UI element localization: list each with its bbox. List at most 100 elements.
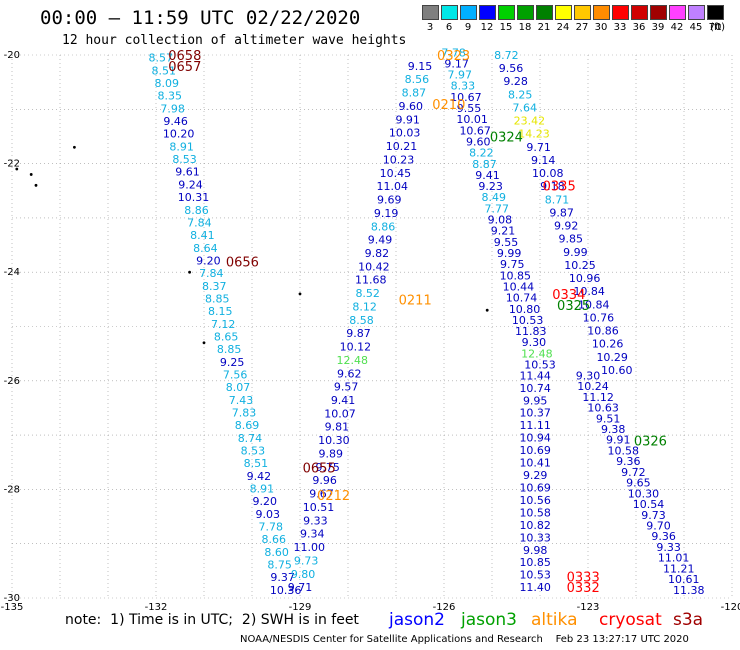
- swh-value: 9.29: [523, 469, 548, 482]
- swh-value: 9.28: [503, 75, 528, 88]
- swh-value: 8.91: [169, 140, 194, 153]
- swh-value: 9.19: [374, 207, 399, 220]
- swh-value: 10.21: [386, 140, 418, 153]
- swh-value: 7.78: [258, 521, 283, 534]
- swh-value: 9.33: [303, 514, 328, 527]
- swh-value: 10.53: [512, 314, 544, 327]
- swh-value: 10.03: [389, 127, 421, 140]
- swh-value: 8.71: [545, 193, 570, 206]
- swh-value: 11.68: [355, 274, 387, 287]
- legend-label: 3: [426, 22, 434, 33]
- mission-jason2: jason2: [389, 610, 445, 630]
- swh-value: 10.20: [163, 128, 195, 141]
- swh-value: 8.25: [508, 88, 533, 101]
- lat-tick-label: -26: [4, 376, 20, 387]
- time-label: 0212: [317, 489, 350, 504]
- swh-value: 10.82: [519, 519, 551, 532]
- swh-value: 8.64: [193, 242, 218, 255]
- legend-swatch: [460, 5, 477, 20]
- legend-label: 15: [499, 22, 513, 33]
- swh-value: 9.42: [247, 470, 272, 483]
- swh-value: 9.91: [606, 434, 631, 447]
- legend-label: 30: [594, 22, 608, 33]
- lon-tick-label: -123: [577, 602, 600, 613]
- swh-value: 8.72: [494, 49, 519, 62]
- lat-tick-label: -24: [4, 267, 20, 278]
- swh-value: 10.12: [340, 341, 372, 354]
- swh-value: 8.51: [152, 64, 177, 77]
- swh-value: 10.53: [519, 569, 551, 582]
- swh-value: 9.72: [621, 466, 646, 479]
- legend-label: 45: [689, 22, 703, 33]
- swh-value: 10.30: [318, 434, 350, 447]
- swh-value: 8.37: [202, 280, 227, 293]
- swh-value: 9.55: [494, 236, 519, 249]
- mission-s3a: s3a: [673, 610, 704, 630]
- time-label: 0333: [567, 570, 600, 585]
- swh-value: 10.41: [519, 457, 551, 470]
- swh-value: 11.01: [658, 552, 690, 565]
- footer-note: note: 1) Time is in UTC; 2) SWH is in fe…: [65, 612, 359, 628]
- mission-altika: altika: [531, 610, 578, 630]
- legend-label: 36: [632, 22, 646, 33]
- swh-value: 11.83: [515, 325, 547, 338]
- island-marker: [202, 341, 206, 345]
- legend-label: 42: [670, 22, 684, 33]
- swh-value: 10.42: [358, 260, 390, 273]
- swh-value: 8.15: [208, 305, 233, 318]
- time-label: 0656: [226, 255, 259, 270]
- swh-value: 7.83: [232, 406, 257, 419]
- legend-swatch: [612, 5, 629, 20]
- swh-value: 12.48: [521, 347, 553, 360]
- swh-value: 9.24: [178, 178, 203, 191]
- time-label: 0334: [552, 288, 585, 303]
- swh-value: 10.56: [519, 494, 551, 507]
- swh-value: 10.36: [270, 584, 302, 597]
- legend-label: 18: [518, 22, 532, 33]
- swh-value: 10.08: [532, 167, 564, 180]
- swh-value: 9.62: [337, 367, 362, 380]
- legend-swatch: [536, 5, 553, 20]
- swh-value: 8.60: [264, 546, 289, 559]
- swh-value: 10.69: [519, 481, 551, 494]
- swh-value: 7.12: [211, 318, 236, 331]
- swh-value: 9.75: [500, 258, 525, 271]
- swh-value: 9.71: [526, 141, 551, 154]
- swh-value: 9.73: [294, 554, 319, 567]
- swh-value: 9.91: [395, 113, 420, 126]
- swh-value: 9.55: [457, 102, 482, 115]
- swh-value: 9.61: [175, 166, 200, 179]
- swh-value: 10.26: [592, 338, 624, 351]
- swh-value: 9.33: [656, 541, 681, 554]
- swh-value: 9.46: [163, 115, 188, 128]
- swh-value: 10.30: [628, 487, 660, 500]
- time-label: 0210: [432, 98, 465, 113]
- swh-value: 9.49: [368, 234, 393, 247]
- swh-value: 11.12: [582, 391, 614, 404]
- swh-value: 10.67: [450, 91, 482, 104]
- swh-value: 10.24: [577, 380, 609, 393]
- mission-cryosat: cryosat: [599, 610, 662, 630]
- lon-tick-label: -126: [433, 602, 456, 613]
- time-label: 0325: [557, 299, 590, 314]
- swh-value: 9.23: [478, 180, 503, 193]
- swh-value: 8.53: [172, 153, 197, 166]
- island-marker: [485, 308, 489, 312]
- swh-value: 8.56: [405, 73, 430, 86]
- lat-tick-label: -22: [4, 159, 20, 170]
- swh-value: 10.51: [303, 501, 335, 514]
- swh-value: 10.54: [633, 498, 665, 511]
- swh-value: 7.97: [448, 69, 473, 82]
- swh-value: 7.64: [513, 101, 538, 114]
- swh-value: 23.42: [514, 115, 546, 128]
- legend-label: 70: [708, 22, 722, 33]
- time-label: 0332: [567, 581, 600, 596]
- swh-value: 8.49: [481, 191, 506, 204]
- swh-value: 10.33: [519, 531, 551, 544]
- swh-value: 10.85: [500, 269, 532, 282]
- swh-value: 8.07: [226, 381, 251, 394]
- swh-value: 9.70: [646, 520, 671, 533]
- swh-value: 8.74: [238, 432, 263, 445]
- lon-tick-label: -135: [1, 602, 24, 613]
